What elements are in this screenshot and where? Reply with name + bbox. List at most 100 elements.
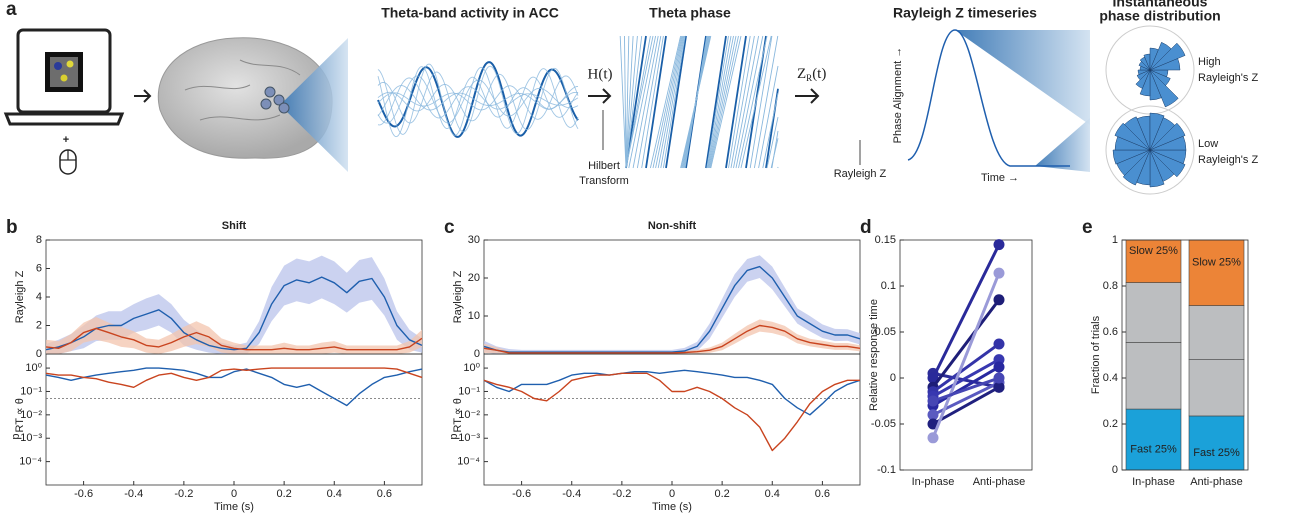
- panel-letter: e: [1082, 217, 1093, 238]
- hilbert-note: Hilbert: [588, 160, 620, 172]
- axis-label: Time →: [981, 172, 1019, 184]
- axis-label: Phase Alignment →: [892, 47, 904, 144]
- symbol-sub: R: [806, 73, 812, 83]
- y-axis-label: Rayleigh Z: [452, 270, 464, 323]
- series-line: [483, 372, 860, 452]
- hilbert-symbol: H(t): [588, 66, 613, 82]
- x-tick-label: 0.2: [714, 488, 729, 500]
- electrode: [264, 86, 276, 98]
- point: [993, 239, 1005, 251]
- y-tick-label: 6: [36, 262, 42, 274]
- series-line: [483, 265, 861, 353]
- y-tick-label: 0: [36, 348, 42, 360]
- y-tick-label: 0.05: [875, 326, 896, 338]
- symbol: Z: [797, 66, 806, 82]
- y-tick-label: 10⁰: [25, 362, 42, 374]
- theta-waves: [377, 61, 579, 138]
- error-band: [484, 319, 860, 354]
- y-tick-label: 0.6: [1103, 326, 1118, 338]
- rose-wedge: [1149, 69, 1179, 108]
- series-line: [45, 367, 423, 407]
- wave: [377, 65, 579, 135]
- y-tick-label: 20: [468, 272, 480, 284]
- error-band: [46, 316, 422, 354]
- y-tick-label: 0.2: [1103, 418, 1118, 430]
- y-tick-label: 10⁻⁴: [457, 456, 480, 468]
- rose-label: High: [1198, 56, 1221, 68]
- x-tick-label: -0.2: [612, 488, 631, 500]
- y-axis-label: p RT ∝ θ: [448, 398, 464, 439]
- rose-plot: [1105, 25, 1195, 115]
- y-tick-label: 0.8: [1103, 280, 1118, 292]
- x-tick-label: -0.6: [512, 488, 531, 500]
- x-tick-label: In-phase: [1132, 476, 1175, 488]
- y-axis-label: Relative response time: [868, 299, 880, 411]
- slope-line: [932, 385, 1000, 426]
- y-tick-label: 1: [1112, 234, 1118, 246]
- step-title: phase distribution: [1099, 8, 1220, 24]
- panel-letter: d: [860, 217, 872, 238]
- rose-wedge: [1149, 58, 1181, 71]
- y-axis-label: Rayleigh Z: [14, 270, 26, 323]
- slope-line: [932, 376, 1000, 403]
- electrode: [260, 98, 272, 110]
- step-title: Instantaneous: [1113, 0, 1208, 10]
- point: [993, 372, 1005, 384]
- point: [993, 381, 1005, 393]
- slope-line: [932, 371, 1000, 389]
- segment-label: Slow 25%: [1192, 257, 1241, 269]
- rose-wedge: [1124, 116, 1151, 151]
- rose-wedge: [1149, 112, 1165, 151]
- x-tick-label: -0.2: [174, 488, 193, 500]
- segment-label: Fast 25%: [1130, 443, 1177, 455]
- laptop-base: [3, 112, 125, 126]
- stimulus-dot: [60, 74, 68, 82]
- series-line: [45, 367, 423, 388]
- segment-label: Slow 25%: [1129, 245, 1178, 257]
- zoom-cone: [280, 38, 348, 172]
- panel-letter: a: [6, 0, 17, 20]
- rose-wedge: [1149, 149, 1165, 188]
- chart-title: Non-shift: [648, 220, 697, 232]
- rose-wedge: [1137, 69, 1151, 75]
- wave: [377, 67, 579, 131]
- series-line: [45, 327, 423, 351]
- y-tick-label: 0: [1112, 464, 1118, 476]
- brain-sulcus: [184, 59, 301, 121]
- bar-segment: [1125, 342, 1182, 410]
- y-tick-label: -0.1: [877, 464, 896, 476]
- series-line: [483, 369, 861, 416]
- wave: [377, 77, 579, 126]
- symbol: (t): [812, 66, 826, 82]
- y-axis-label: Fraction of trials: [1090, 315, 1102, 394]
- rose-frame: [1105, 105, 1195, 195]
- point: [993, 267, 1005, 279]
- x-tick-label: 0.4: [327, 488, 342, 500]
- plot-frame: [483, 353, 861, 486]
- slope-line: [932, 358, 1000, 398]
- stimulus-dot: [54, 62, 62, 70]
- x-tick-label: 0.2: [276, 488, 291, 500]
- hilbert-note: Transform: [579, 175, 629, 187]
- series-line: [45, 276, 423, 351]
- sawtooth: [619, 35, 779, 169]
- y-tick-label: -0.05: [871, 418, 896, 430]
- slope-line: [931, 243, 1001, 379]
- rose-wedge: [1122, 149, 1151, 186]
- y-tick-label: 30: [468, 234, 480, 246]
- theta-phase: [619, 35, 779, 169]
- y-axis-label-sub: RT ∝ θ: [14, 398, 26, 432]
- bar-segment: [1188, 415, 1245, 471]
- stimulus-dot: [66, 60, 74, 68]
- y-axis-label: Relative response time: [868, 299, 880, 411]
- x-tick-label: -0.4: [562, 488, 581, 500]
- panel-letter: c: [444, 217, 455, 238]
- x-tick-label: -0.6: [74, 488, 93, 500]
- arrow: [134, 89, 152, 103]
- bar-segment: [1125, 408, 1182, 471]
- y-tick-label: 10⁻⁴: [19, 456, 42, 468]
- x-tick-label: Anti-phase: [973, 476, 1026, 488]
- bar-segment: [1188, 305, 1245, 360]
- rayleigh-symbol: ZR(t): [797, 66, 826, 83]
- y-tick-label: 0.4: [1103, 372, 1118, 384]
